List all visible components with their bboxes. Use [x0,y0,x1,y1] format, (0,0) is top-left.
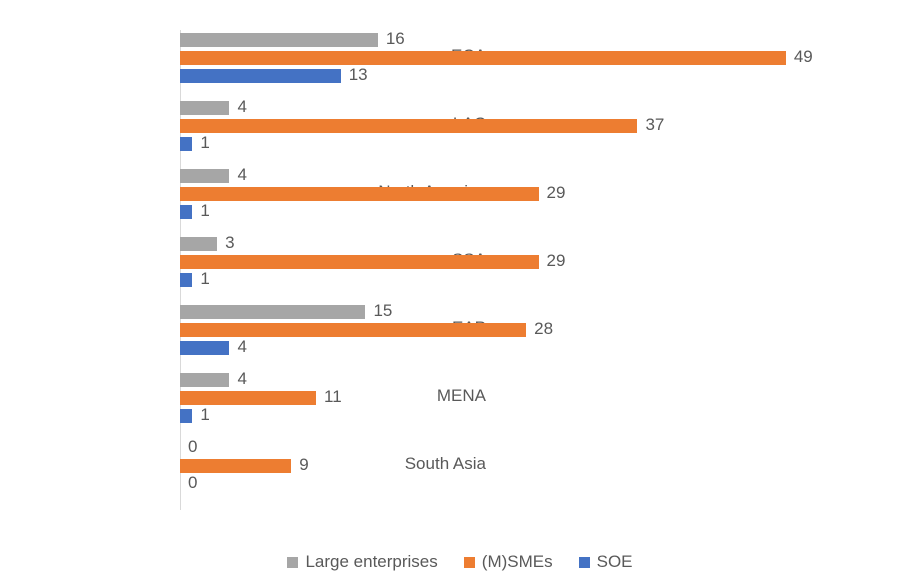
bar-value-label: 3 [225,236,234,250]
chart-container: ECA164913LAC4371North America4291SSA3291… [0,0,920,586]
legend-label: SOE [597,552,633,572]
bar-msme [180,323,526,337]
bar-value-label: 16 [386,32,405,46]
legend-swatch-icon [579,557,590,568]
bar-soe [180,205,192,219]
bar-value-label: 1 [200,136,209,150]
legend-swatch-icon [464,557,475,568]
bar-value-label: 1 [200,408,209,422]
bar-value-label: 28 [534,322,553,336]
bar-soe [180,137,192,151]
bar-value-label: 4 [237,372,246,386]
bar-value-label: 0 [188,476,197,490]
category-group: MENA4111 [180,370,920,426]
bar-soe [180,409,192,423]
bar-value-label: 4 [237,168,246,182]
category-group: EAP15284 [180,302,920,358]
bar-value-label: 37 [645,118,664,132]
bar-value-label: 4 [237,100,246,114]
legend-item-soe: SOE [579,552,633,572]
bar-msme [180,255,539,269]
legend-item-msme: (M)SMEs [464,552,553,572]
bar-msme [180,187,539,201]
bar-msme [180,119,637,133]
category-group: LAC4371 [180,98,920,154]
bar-value-label: 4 [237,340,246,354]
bar-value-label: 13 [349,68,368,82]
category-group: ECA164913 [180,30,920,86]
bar-value-label: 29 [547,254,566,268]
legend: Large enterprises (M)SMEs SOE [0,552,920,572]
bar-large [180,237,217,251]
legend-label: Large enterprises [305,552,437,572]
bar-large [180,101,229,115]
bar-value-label: 29 [547,186,566,200]
bar-value-label: 49 [794,50,813,64]
plot-area: ECA164913LAC4371North America4291SSA3291… [180,30,860,510]
bar-large [180,305,365,319]
category-group: North America4291 [180,166,920,222]
legend-label: (M)SMEs [482,552,553,572]
bar-soe [180,273,192,287]
bar-soe [180,341,229,355]
bar-large [180,33,378,47]
bar-value-label: 1 [200,204,209,218]
bar-value-label: 9 [299,458,308,472]
bar-msme [180,459,291,473]
category-label: MENA [326,386,486,406]
bar-value-label: 0 [188,440,197,454]
category-label: South Asia [326,454,486,474]
bar-large [180,373,229,387]
bar-msme [180,391,316,405]
bar-value-label: 1 [200,272,209,286]
bar-msme [180,51,786,65]
bar-value-label: 15 [373,304,392,318]
legend-item-large: Large enterprises [287,552,437,572]
category-group: South Asia 0 9 0 [180,438,920,494]
bar-value-label: 11 [324,390,342,404]
category-group: SSA3291 [180,234,920,290]
bar-large [180,169,229,183]
legend-swatch-icon [287,557,298,568]
bar-soe [180,69,341,83]
